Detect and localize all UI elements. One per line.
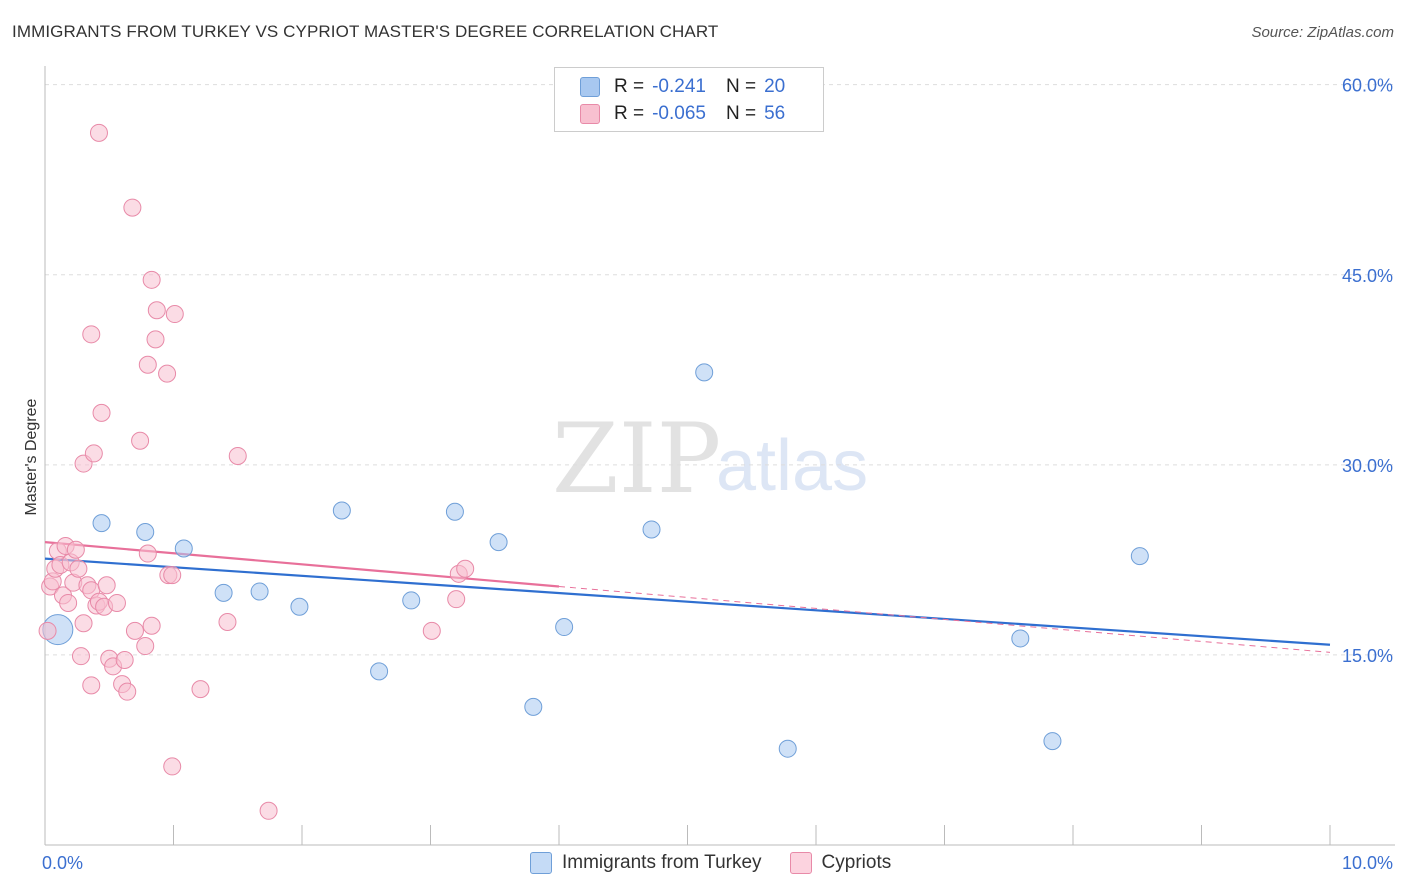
turkey-point (489, 533, 508, 552)
series-swatch-turkey (530, 852, 552, 874)
turkey-point (174, 539, 193, 558)
y-tick-label: 15.0% (1342, 646, 1393, 666)
legend-n-value: 56 (764, 103, 786, 124)
turkey-point (136, 522, 155, 541)
turkey-point (214, 583, 233, 602)
cypriot-point (163, 566, 182, 585)
cypriot-point (191, 680, 210, 699)
data-points (38, 123, 1149, 820)
legend-swatch-cypriots (580, 104, 600, 124)
tick-labels: 15.0% 30.0% 45.0% 60.0% 0.0% 10.0% (42, 76, 1393, 873)
chart-title: IMMIGRANTS FROM TURKEY VS CYPRIOT MASTER… (12, 22, 719, 41)
turkey-point (1043, 732, 1062, 751)
legend-n-label: N = (725, 76, 757, 97)
cypriot-point (456, 559, 475, 578)
cypriot-trend-line (44, 541, 560, 588)
turkey-point (332, 501, 351, 520)
legend-swatch-turkey (580, 77, 600, 97)
cypriot-point (82, 676, 101, 695)
y-tick-label: 30.0% (1342, 456, 1393, 476)
legend-n-value: 20 (764, 76, 786, 97)
series-swatch-cypriots (789, 852, 812, 874)
cypriot-point (38, 621, 57, 640)
legend-r-value: -0.065 (652, 103, 706, 124)
cypriot-point (142, 616, 161, 635)
cypriot-point (447, 590, 466, 609)
series-legend-turkey[interactable]: Immigrants from Turkey (530, 852, 762, 874)
series-legend-cypriots[interactable]: Cypriots (789, 852, 892, 874)
y-tick-label: 45.0% (1342, 266, 1393, 286)
turkey-point (445, 502, 464, 521)
cypriot-point (228, 446, 247, 465)
turkey-point (555, 618, 574, 637)
x-tick-label: 10.0% (1342, 853, 1393, 873)
axes (44, 66, 1395, 846)
cypriot-point (71, 647, 90, 666)
cypriot-point (118, 682, 137, 701)
turkey-point (250, 582, 269, 601)
cypriot-point (74, 614, 93, 633)
cypriot-point (69, 559, 88, 578)
turkey-point (642, 520, 661, 539)
legend-r-label: R = (614, 76, 645, 97)
cypriot-point (125, 621, 144, 640)
cypriot-point (259, 801, 278, 820)
cypriot-point (82, 325, 101, 344)
y-tick-label: 60.0% (1342, 76, 1393, 96)
grid-lines (45, 84, 1395, 656)
cypriot-point (147, 301, 166, 320)
cypriot-point (218, 612, 237, 631)
turkey-point (778, 739, 797, 758)
cypriot-point (92, 403, 111, 422)
cypriot-point (136, 637, 155, 656)
cypriot-point (146, 330, 165, 349)
cypriot-point (422, 621, 441, 640)
series-label-cypriots: Cypriots (821, 852, 892, 873)
turkey-point (1130, 547, 1149, 566)
trend-lines (44, 541, 1331, 653)
watermark-atlas: atlas (716, 426, 868, 506)
cypriot-trend-extension (558, 585, 1331, 653)
cypriot-point (84, 444, 103, 463)
turkey-point (370, 662, 389, 681)
turkey-point (695, 363, 714, 382)
turkey-point (1011, 629, 1030, 648)
correlation-legend: R = -0.241 N = 20 R = -0.065 N = 56 (554, 67, 824, 132)
cypriot-point (142, 270, 161, 289)
turkey-point (524, 697, 543, 716)
legend-n-label: N = (725, 103, 757, 124)
turkey-point (402, 591, 421, 610)
cypriot-point (131, 431, 150, 450)
source-label: Source: ZipAtlas.com (1251, 24, 1394, 41)
cypriot-point (115, 650, 134, 669)
cypriot-point (89, 123, 108, 142)
cypriot-point (163, 757, 182, 776)
cypriot-point (158, 364, 177, 383)
cypriot-point (97, 576, 116, 595)
legend-r-label: R = (614, 103, 645, 124)
turkey-point (290, 597, 309, 616)
cypriot-point (165, 305, 184, 324)
cypriot-point (138, 355, 157, 374)
series-label-turkey: Immigrants from Turkey (562, 852, 762, 873)
cypriot-point (107, 593, 126, 612)
watermark-zip: ZIP (552, 403, 721, 515)
cypriot-point (138, 544, 157, 563)
cypriot-point (66, 540, 85, 559)
x-tick-label: 0.0% (42, 853, 83, 873)
legend-row-turkey: R = -0.241 N = 20 (580, 75, 785, 99)
cypriot-point (123, 198, 142, 217)
legend-r-value: -0.241 (652, 76, 706, 97)
turkey-point (92, 514, 111, 533)
legend-row-cypriots: R = -0.065 N = 56 (580, 102, 785, 126)
cypriot-point (59, 593, 78, 612)
turkey-trend-line (44, 557, 1331, 646)
series-legend: Immigrants from Turkey Cypriots (530, 852, 919, 874)
